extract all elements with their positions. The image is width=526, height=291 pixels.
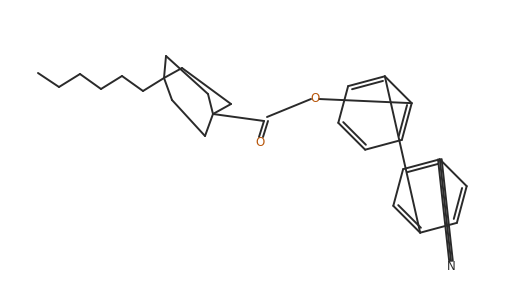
Text: N: N [447, 260, 456, 274]
Text: O: O [310, 91, 320, 104]
Text: O: O [256, 136, 265, 150]
